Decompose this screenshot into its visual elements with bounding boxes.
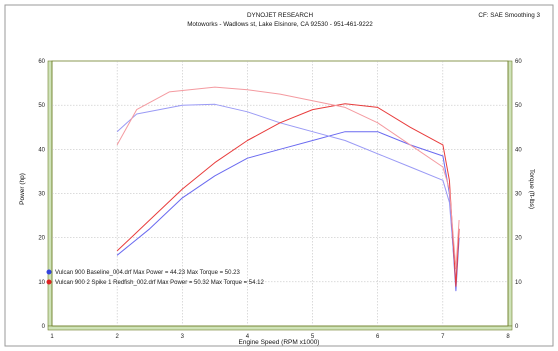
left-axis-band: [47, 60, 53, 327]
series-layer: [116, 86, 460, 292]
y2-tick-label: 10: [515, 280, 522, 286]
y-tick-label: 60: [38, 59, 45, 65]
header-correction: CF: SAE Smoothing 3: [478, 12, 540, 19]
x-tick-label: 6: [376, 334, 380, 340]
y-tick-label: 40: [38, 147, 45, 153]
y-tick-label: 20: [38, 236, 45, 242]
legend-marker: [46, 279, 52, 285]
header-company: DYNOJET RESEARCH: [247, 12, 313, 19]
series-line-torque-3: [116, 86, 460, 270]
y2-tick-label: 60: [515, 59, 522, 65]
bottom-axis-band: [47, 325, 513, 331]
y2-tick-label: 30: [515, 192, 522, 198]
series-line-power-2: [116, 103, 460, 287]
x-tick-label: 2: [115, 334, 119, 340]
chart-outer-frame: [4, 4, 554, 347]
x-tick-label: 7: [441, 334, 445, 340]
y-tick-label: 0: [42, 324, 46, 330]
legend-marker: [46, 269, 52, 275]
y2-tick-label: 20: [515, 236, 522, 242]
x-tick-label: 1: [50, 334, 54, 340]
x-axis-title: Engine Speed (RPM x1000): [239, 339, 320, 346]
y-axis-title: Power (hp): [19, 173, 26, 205]
y2-tick-label: 40: [515, 147, 522, 153]
x-tick-label: 5: [311, 334, 315, 340]
y2-tick-label: 50: [515, 103, 522, 109]
y-tick-label: 30: [38, 192, 45, 198]
y-tick-label: 50: [38, 103, 45, 109]
x-tick-label: 8: [506, 334, 510, 340]
x-tick-label: 3: [181, 334, 185, 340]
right-axis-band: [507, 60, 513, 327]
legend-entry: Vulcan 900 Baseline_004.drf Max Power = …: [55, 270, 240, 276]
legend-entry: Vulcan 900 2 Spike 1 Redfish_002.drf Max…: [55, 280, 264, 286]
grid-layer: [52, 61, 508, 326]
legend: Vulcan 900 Baseline_004.drf Max Power = …: [46, 269, 264, 286]
y2-tick-label: 0: [515, 324, 519, 330]
y2-axis-title: Torque (ft-lbs): [528, 169, 535, 209]
header-shop: Motoworks - Wadlows st, Lake Elsinore, C…: [187, 21, 373, 28]
y-tick-label: 10: [38, 280, 45, 286]
series-line-torque-1: [116, 103, 460, 283]
x-tick-label: 4: [246, 334, 250, 340]
